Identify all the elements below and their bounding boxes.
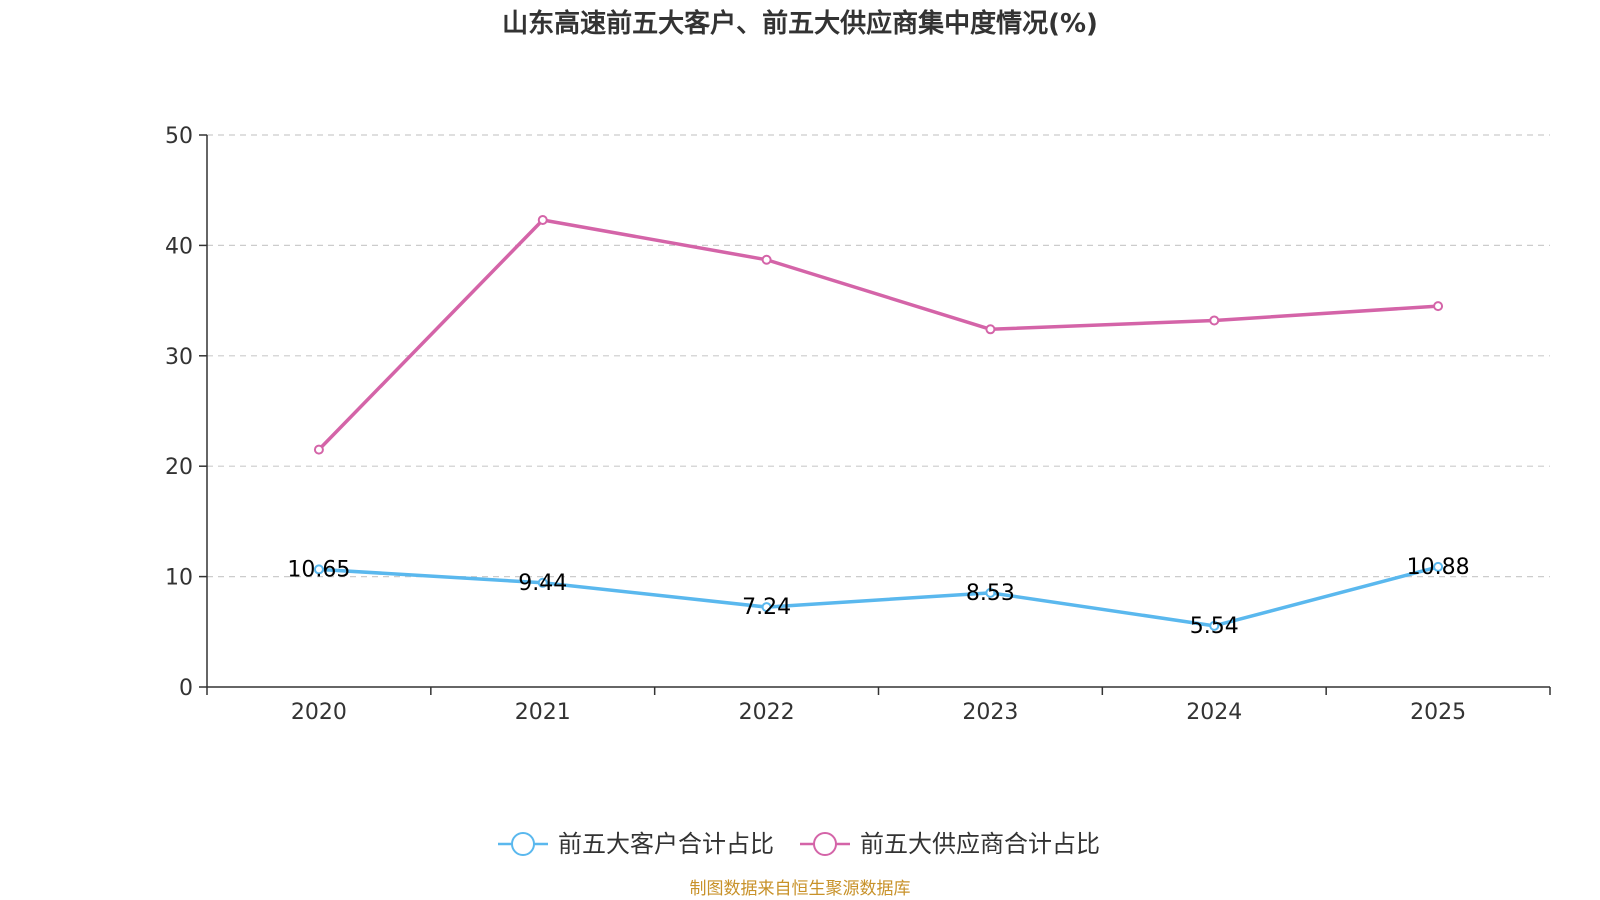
x-tick-label-2025: 2025 [1410,700,1466,725]
legend: 前五大客户合计占比 前五大供应商合计占比 [498,830,1100,858]
series-0-point-2024 [1209,620,1220,631]
series-0-point-2025 [1433,561,1444,572]
legend-label-1: 前五大供应商合计占比 [860,830,1100,858]
x-tick-label-2021: 2021 [515,700,571,725]
data-label-0-2023: 8.53 [966,581,1015,606]
series-0-point-2022 [761,602,772,613]
data-label-0-2025: 10.88 [1407,555,1470,580]
x-tick-label-2023: 2023 [962,700,1018,725]
series-line-0 [318,565,1439,628]
series-0-point-2021 [537,577,548,588]
y-tick-label-50: 50 [165,124,193,149]
legend-item-1: 前五大供应商合计占比 [800,830,1100,858]
y-tick-label-0: 0 [179,676,193,701]
series-0-point-2020 [313,564,324,575]
y-tick-label-40: 40 [165,234,193,259]
data-label-0-2022: 7.24 [742,595,791,620]
data-label-0-2021: 9.44 [518,571,567,596]
series-1-point-2023 [985,324,996,335]
series-1-point-2020 [313,444,324,455]
series-1-point-2022 [761,254,772,265]
x-tick-label-2020: 2020 [291,700,347,725]
axes: 0 10 20 30 40 50 2020 2021 2022 2023 2024 2025 [165,124,1551,725]
legend-marker-1 [813,832,837,856]
series-layer [313,215,1444,631]
y-tick-label-20: 20 [165,455,193,480]
y-tick-label-30: 30 [165,345,193,370]
source-note: 制图数据来自恒生聚源数据库 [690,879,911,899]
legend-marker-0 [511,832,535,856]
x-tick-label-2024: 2024 [1186,700,1242,725]
data-label-0-2020: 10.65 [287,557,350,582]
series-1-point-2025 [1433,301,1444,312]
data-label-0-2024: 5.54 [1190,614,1239,639]
chart-title: 山东高速前五大客户、前五大供应商集中度情况(%) [502,8,1098,39]
series-line-1 [317,218,1439,451]
x-tick-label-2022: 2022 [739,700,795,725]
series-1-point-2024 [1209,315,1220,326]
legend-label-0: 前五大客户合计占比 [558,830,774,858]
series-1-point-2021 [537,215,548,226]
data-labels: 10.65 9.44 7.24 8.53 5.54 10.88 [287,555,1469,639]
series-0-point-2023 [985,587,996,598]
legend-item-0: 前五大客户合计占比 [498,830,774,858]
y-tick-label-10: 10 [165,566,193,591]
